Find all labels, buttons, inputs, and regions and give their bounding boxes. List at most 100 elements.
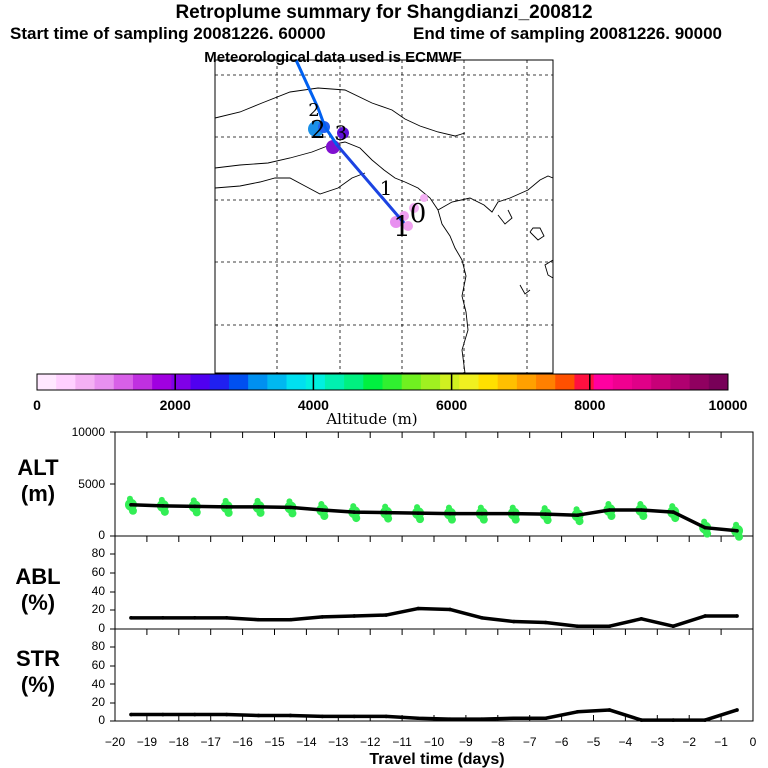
abl-data-point [129, 616, 133, 620]
colorbar-cell [689, 374, 710, 390]
trajectory-label: 0 [410, 199, 427, 229]
alt-blob [575, 517, 584, 526]
map-panel: 2 2 3 1 1 0 [214, 59, 554, 374]
abl-data-point [161, 616, 165, 620]
colorbar-cell [574, 374, 595, 390]
trajectory-dots [308, 121, 428, 231]
str-data-point [320, 714, 325, 719]
alt-blob [160, 507, 169, 516]
str-data-point [639, 718, 644, 722]
str-data-point [448, 717, 452, 721]
x-tick-label: −12 [360, 735, 381, 749]
y-tick-marks [110, 431, 115, 722]
alt-blob [701, 518, 708, 525]
colorbar-cell [497, 374, 518, 390]
alt-blob [509, 504, 516, 511]
str-ytick: 80 [92, 639, 106, 653]
colorbar-cell [94, 374, 115, 390]
abl-ytick: 20 [92, 602, 106, 616]
alt-blob [384, 514, 393, 523]
colorbar-cell [152, 374, 172, 390]
colorbar-cell [56, 374, 76, 390]
abl-panel-frame [114, 535, 754, 630]
alt-data-point [575, 513, 580, 517]
colorbar-cell [632, 374, 652, 390]
colorbar-cell [401, 374, 422, 390]
colorbar-cell [478, 374, 499, 390]
alt-data-point [352, 510, 357, 514]
alt-ytick: 0 [98, 528, 105, 542]
alt-blob [671, 514, 680, 523]
trajectory-label: 3 [335, 121, 348, 145]
colorbar-cell [228, 374, 249, 390]
abl-data-point [511, 619, 516, 624]
alt-data-point [448, 511, 452, 516]
str-data-point [416, 716, 420, 721]
alt-blob [573, 506, 580, 513]
x-tick-label: −14 [296, 735, 317, 749]
met-data-label: Meteorological data used is ECMWF [204, 49, 462, 66]
alt-unit: (m) [21, 481, 55, 506]
map-coastlines [214, 87, 554, 374]
alt-blob [605, 501, 612, 507]
alt-blob [543, 516, 552, 525]
colorbar-ticks: 0 2000 4000 6000 8000 10000 [33, 397, 748, 413]
x-tick-label: −13 [328, 735, 349, 749]
trajectory-labels: 2 2 3 1 1 0 [308, 100, 426, 243]
abl-data-point [480, 616, 484, 620]
series-lines [129, 503, 739, 722]
colorbar-cell [113, 374, 134, 390]
str-data-point [256, 713, 261, 718]
abl-data-point [735, 614, 739, 618]
trajectory-label: 2 [308, 100, 319, 121]
colorbar-cell [75, 374, 96, 390]
colorbar-cell [37, 374, 57, 390]
start-time: Start time of sampling 20081226. 60000 [10, 24, 326, 43]
str-data-point [575, 710, 580, 714]
alt-blob [703, 529, 712, 538]
abl-data-point [192, 616, 197, 620]
x-tick-label: −10 [424, 735, 445, 749]
colorbar-cell [132, 374, 153, 390]
colorbar-cell [670, 374, 691, 390]
trajectory-label: 1 [380, 176, 393, 200]
alt-blobs [124, 495, 744, 541]
colorbar-tick-label: 2000 [160, 397, 191, 413]
colorbar-tick-label: 8000 [574, 397, 605, 413]
alt-ytick: 10000 [72, 425, 106, 439]
alt-label: ALT [17, 455, 59, 480]
x-tick-label: −11 [392, 735, 412, 749]
trajectory-label: 1 [393, 210, 411, 243]
alt-blob [352, 514, 361, 523]
x-tick-label: −1 [714, 735, 728, 749]
alt-blob [224, 508, 233, 517]
alt-blob [318, 501, 325, 507]
str-data-point [671, 718, 676, 722]
colorbar-cell [324, 374, 345, 390]
colorbar-cell [248, 374, 268, 390]
str-series-line [130, 708, 738, 722]
abl-ytick: 80 [92, 546, 106, 560]
colorbar: 0 2000 4000 6000 8000 10000 Altitude (m) [33, 373, 748, 428]
x-tick-label: −5 [587, 735, 601, 749]
abl-data-point [671, 624, 676, 629]
abl-data-point [320, 615, 325, 619]
colorbar-tick-label: 6000 [436, 397, 467, 413]
trajectory-label: 2 [310, 116, 325, 144]
alt-blob [414, 504, 421, 511]
alt-data-point [639, 508, 644, 512]
alt-data-point [129, 503, 133, 507]
x-tick-label: −19 [137, 735, 158, 749]
colorbar-cell [536, 374, 556, 390]
alt-blob [416, 515, 425, 524]
colorbar-frame [36, 373, 729, 391]
alt-data-point [543, 512, 548, 516]
y-ticks: 10000 5000 0 80 60 40 20 0 80 60 40 20 0 [72, 425, 106, 727]
colorbar-cell [305, 374, 326, 390]
alt-data-point [288, 505, 293, 510]
abl-ytick: 0 [98, 621, 105, 635]
alt-blob [288, 509, 297, 518]
colorbar-cells [37, 374, 729, 390]
x-tick-label: −8 [491, 735, 505, 749]
map-frame [214, 59, 554, 374]
